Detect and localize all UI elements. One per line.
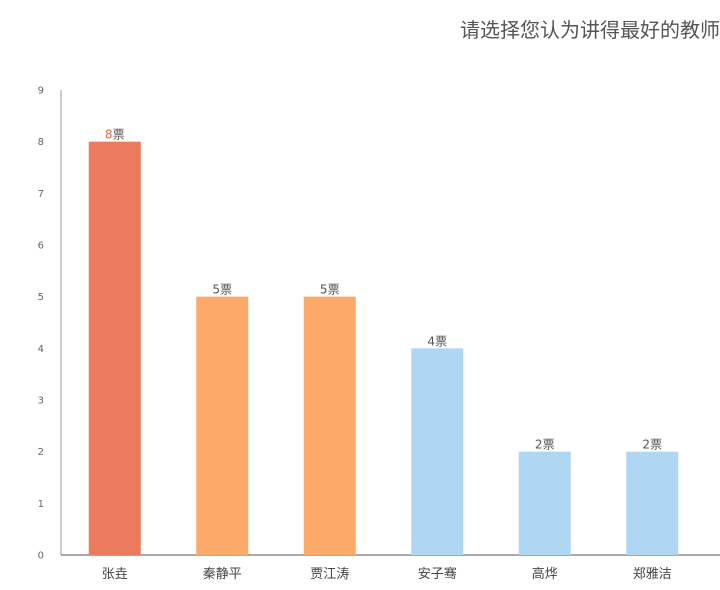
y-tick-label: 7 bbox=[38, 189, 44, 200]
x-tick-label: 郑雅洁 bbox=[633, 567, 672, 582]
data-label: 5票 bbox=[212, 283, 232, 297]
data-label: 2票 bbox=[642, 438, 662, 452]
x-tick-label: 贾江涛 bbox=[310, 566, 349, 582]
y-tick-label: 9 bbox=[38, 86, 44, 97]
bar bbox=[626, 451, 679, 555]
x-tick-label: 高烨 bbox=[532, 566, 558, 582]
bar bbox=[411, 348, 464, 555]
data-label: 8票 bbox=[105, 128, 125, 142]
x-tick-label: 张垚 bbox=[102, 567, 128, 582]
data-label: 5票 bbox=[320, 283, 340, 297]
x-tick-label: 安子骞 bbox=[418, 566, 457, 582]
data-label: 4票 bbox=[427, 334, 447, 348]
y-tick-label: 6 bbox=[38, 241, 44, 252]
y-tick-label: 0 bbox=[38, 551, 44, 562]
chart-title: 请选择您认为讲得最好的教师 bbox=[460, 18, 720, 42]
y-tick-label: 4 bbox=[38, 344, 44, 355]
y-tick-label: 8 bbox=[38, 137, 44, 148]
y-tick-label: 3 bbox=[38, 396, 44, 407]
y-tick-label: 5 bbox=[38, 292, 44, 303]
bar bbox=[518, 451, 571, 555]
y-tick-label: 2 bbox=[38, 447, 44, 458]
x-tick-label: 秦静平 bbox=[203, 567, 242, 582]
bar bbox=[196, 296, 249, 555]
data-label: 2票 bbox=[535, 438, 555, 452]
bar bbox=[88, 141, 141, 555]
y-tick-label: 1 bbox=[38, 499, 44, 510]
bar bbox=[303, 296, 356, 555]
